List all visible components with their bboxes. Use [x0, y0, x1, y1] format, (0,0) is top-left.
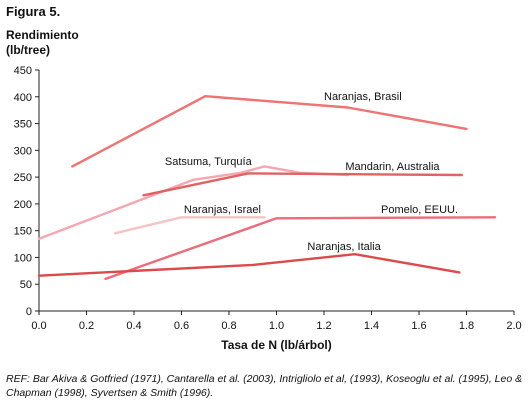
series-line — [104, 216, 497, 281]
y-tick-label: 150 — [14, 226, 32, 238]
x-tick-label: 0.0 — [31, 320, 46, 332]
x-tick-label: 2.0 — [506, 320, 521, 332]
line-chart: 0 50 100 150 200 250 300 350 400 450 0.0 0.2 0.4 0.6 0… — [14, 65, 522, 352]
series-label: Satsuma, Turquía — [165, 156, 253, 168]
chart-series — [37, 94, 497, 281]
series-label: Naranjas, Brasil — [324, 91, 402, 103]
chart-series-labels: Naranjas, Brasil Satsuma, Turquía Mandarin… — [165, 91, 458, 253]
series-line — [71, 94, 468, 168]
y-tick-label: 450 — [14, 65, 32, 77]
x-tick-label: 1.8 — [459, 320, 474, 332]
y-tick-label: 200 — [14, 199, 32, 211]
y-axis-label-line2: (lb/tree) — [6, 43, 51, 57]
series-label: Pomelo, EEUU. — [381, 204, 458, 216]
series-label: Naranjas, Italia — [307, 241, 381, 253]
reference-note: REF: Bar Akiva & Gotfried (1971), Cantar… — [6, 373, 523, 399]
series-line — [37, 252, 461, 277]
y-tick-label: 100 — [14, 252, 32, 264]
x-tick-label: 1.4 — [364, 320, 379, 332]
y-tick-label: 400 — [14, 92, 32, 104]
y-tick-label: 250 — [14, 172, 32, 184]
x-tick-label: 1.0 — [269, 320, 284, 332]
x-tick-label: 1.2 — [316, 320, 331, 332]
y-axis-label-line1: Rendimiento — [6, 28, 79, 42]
series-line — [142, 172, 463, 197]
series-line — [113, 216, 266, 235]
series-line — [37, 165, 349, 240]
x-tick-label: 0.2 — [79, 320, 94, 332]
series-label: Naranjas, Israel — [184, 204, 261, 216]
y-tick-label: 300 — [14, 145, 32, 157]
x-tick-label: 0.4 — [126, 320, 141, 332]
series-label: Mandarin, Australia — [345, 161, 440, 173]
figure-label: Figura 5. — [6, 4, 61, 19]
y-tick-label: 50 — [20, 279, 32, 291]
chart-axes: 0 50 100 150 200 250 300 350 400 450 0.0 0.2 0.4 0.6 0… — [14, 65, 522, 332]
y-tick-label: 0 — [26, 306, 32, 318]
x-tick-label: 0.8 — [221, 320, 236, 332]
x-axis-label: Tasa de N (lb/árbol) — [221, 338, 331, 352]
x-tick-label: 1.6 — [411, 320, 426, 332]
y-tick-label: 350 — [14, 119, 32, 131]
x-tick-label: 0.6 — [174, 320, 189, 332]
